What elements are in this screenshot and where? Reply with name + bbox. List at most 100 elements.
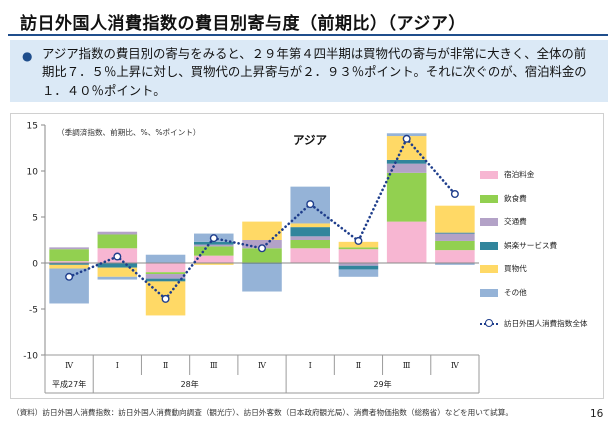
bar-segment-entertainment (194, 241, 234, 245)
bar-segment-lodging (386, 221, 427, 263)
bar-segment-other (435, 263, 475, 265)
chart-title: アジア (292, 133, 328, 147)
x-tick-label: Ⅳ (65, 361, 74, 370)
x-group-label: 29年 (373, 379, 391, 389)
bar-segment-transport (386, 163, 427, 173)
y-tick-label: 5 (32, 214, 38, 224)
bar-segment-other (386, 133, 427, 137)
source-note: （資料）訪日外国人消費指数：訪日外国人消費動向調査（観光庁）、訪日外客数（日本政… (12, 408, 513, 417)
x-group-label: 平成27年 (52, 379, 86, 389)
legend-item-entertainment: 娯楽サービス費 (480, 239, 605, 253)
bar-segment-food (97, 234, 138, 249)
y-tick-label: -5 (29, 306, 38, 316)
bar-segment-lodging (435, 250, 475, 263)
legend-label: 娯楽サービス費 (504, 240, 558, 250)
bar-segment-entertainment (338, 265, 379, 270)
legend-item-shopping: 買物代 (480, 262, 605, 276)
bar-segment-shopping (435, 205, 475, 233)
bar-segment-transport (145, 274, 186, 279)
chart-frame: -10 -5 0 5 10 15 平成27年 28年 29年 Ⅳ Ⅰ Ⅱ Ⅲ Ⅳ Ⅰ Ⅱ Ⅲ Ⅳ (10, 113, 604, 399)
legend-swatch (480, 218, 498, 226)
legend-label: 飲食費 (504, 193, 527, 203)
legend-swatch (480, 171, 498, 179)
bar-segment-transport (242, 240, 282, 249)
legend-label: 買物代 (504, 264, 527, 273)
bar-segment-lodging (290, 248, 330, 263)
legend-label: その他 (504, 287, 527, 297)
total-point (306, 200, 315, 209)
total-point (113, 252, 122, 261)
bar-segment-entertainment (386, 159, 427, 164)
summary-text: アジア指数の費目別の寄与をみると、２９年第４四半期は買物代の寄与が非常に大きく、… (42, 46, 587, 98)
bar-segment-food (194, 246, 234, 256)
bar-segment-food (145, 272, 186, 275)
y-tick-label: 0 (32, 260, 38, 270)
bar-segment-lodging (49, 261, 89, 263)
bar-segment-food (49, 249, 89, 262)
bar-segment-food (338, 247, 379, 250)
bar-segment-transport (97, 231, 138, 235)
bar-segment-shopping (290, 223, 330, 228)
x-tick-label: Ⅲ (403, 361, 411, 370)
bar-segment-entertainment (435, 232, 475, 234)
bar-segment-transport (49, 247, 89, 250)
bar-segment-food (290, 240, 330, 249)
total-point (354, 236, 363, 245)
total-point (450, 189, 459, 198)
bar-segment-shopping (242, 221, 282, 240)
bar-segment-transport (338, 263, 379, 266)
bar-segment-entertainment (290, 227, 330, 237)
bar-segment-transport (290, 236, 330, 240)
x-tick-label: Ⅰ (116, 361, 119, 370)
legend-item-total: 訪日外国人消費指数全体 (480, 317, 605, 331)
x-tick-label: Ⅱ (163, 361, 168, 370)
summary-box: ● アジア指数の費目別の寄与をみると、２９年第４四半期は買物代の寄与が非常に大き… (10, 40, 608, 102)
x-tick-label: Ⅲ (210, 361, 218, 370)
bar-segment-transport (194, 244, 234, 247)
legend-swatch (480, 194, 498, 203)
total-point (65, 272, 74, 281)
legend-item-transport: 交通費 (480, 215, 605, 229)
total-point (161, 294, 170, 303)
bar-segment-food (386, 172, 427, 222)
bar-segment-food (435, 240, 475, 251)
y-tick-label: 10 (27, 168, 39, 178)
bar-segment-food (242, 248, 282, 263)
x-tick-label: Ⅳ (258, 361, 267, 370)
legend-label: 宿泊料金 (504, 170, 535, 179)
legend-swatch (480, 265, 498, 273)
bar-segment-other (338, 269, 379, 277)
y-tick-label: 15 (27, 122, 38, 132)
total-point (257, 244, 266, 253)
bullet-icon: ● (22, 49, 33, 63)
bar-segment-transport (435, 233, 475, 241)
legend-item-other: その他 (480, 286, 605, 300)
bar-segment-lodging (338, 249, 379, 263)
x-group-label: 28年 (181, 379, 199, 389)
bar-segment-shopping (97, 267, 138, 277)
page-number: 16 (590, 408, 604, 420)
y-tick-label: -10 (23, 352, 38, 362)
x-tick-label: Ⅰ (309, 361, 312, 370)
bar-segment-entertainment (145, 278, 186, 282)
bar-segment-shopping (49, 264, 89, 269)
bar-segment-other (145, 254, 186, 263)
bar-segment-entertainment (49, 263, 89, 265)
legend-item-lodging: 宿泊料金 (480, 168, 605, 182)
x-tick-label: Ⅳ (451, 361, 460, 370)
bar-segment-shopping (194, 263, 234, 265)
page-title: 訪日外国人消費指数の費目別寄与度（前期比）（アジア） (20, 14, 466, 34)
chart-svg: -10 -5 0 5 10 15 平成27年 28年 29年 Ⅳ Ⅰ Ⅱ Ⅲ Ⅳ Ⅰ Ⅱ Ⅲ Ⅳ (23, 122, 480, 394)
bar-segment-lodging (194, 255, 234, 263)
unit-note: （季調済指数、前期比、%、%ポイント） (57, 128, 201, 137)
bar-segment-lodging (145, 263, 186, 273)
bar-segment-other (242, 263, 282, 292)
legend-swatch (480, 288, 498, 297)
legend-label: 訪日外国人消費指数全体 (504, 319, 588, 328)
bar-segment-other (97, 276, 138, 280)
bar-segment-shopping (386, 136, 427, 160)
legend-marker (485, 319, 493, 327)
total-point (209, 234, 218, 243)
bar-segment-entertainment (97, 263, 138, 268)
total-line (67, 136, 457, 301)
